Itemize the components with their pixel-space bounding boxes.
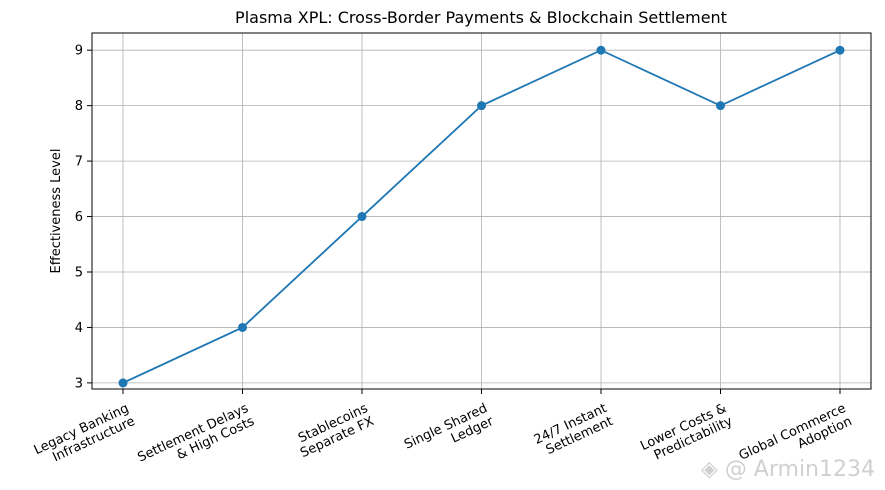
y-tick-label: 5 [75,265,83,280]
y-tick-label: 4 [75,321,83,336]
y-axis-label: Effectiveness Level [49,149,64,274]
data-point [596,45,606,55]
data-point [716,101,725,111]
y-tick-label: 3 [75,376,83,391]
data-point [238,322,247,332]
y-tick-label: 7 [75,155,83,170]
data-point [357,212,367,222]
data-point [118,378,128,388]
y-tick-label: 8 [75,99,83,114]
x-tick-label: Single SharedLedger [402,401,496,466]
chart-title: Plasma XPL: Cross-Border Payments & Bloc… [235,8,727,27]
y-axis: 3 4 5 6 7 8 9 [75,44,92,391]
watermark-text: @ Armin1234 [724,457,875,482]
series-line [118,45,845,388]
x-tick-label: Legacy BankingInfrastructure [32,401,138,471]
y-tick-label: 9 [75,44,83,59]
x-tick-label: Settlement Delays& High Costs [136,401,258,478]
x-tick-label: 24/7 InstantSettlement [532,401,616,461]
y-tick-label: 6 [75,210,83,225]
diamond-logo-icon: ◈ [700,457,718,482]
data-point [477,101,486,111]
x-tick-label: StablecoinsSeparate FX [292,401,377,461]
watermark: ◈ @ Armin1234 [701,457,875,482]
grid-lines [92,33,871,389]
data-point [835,45,845,55]
